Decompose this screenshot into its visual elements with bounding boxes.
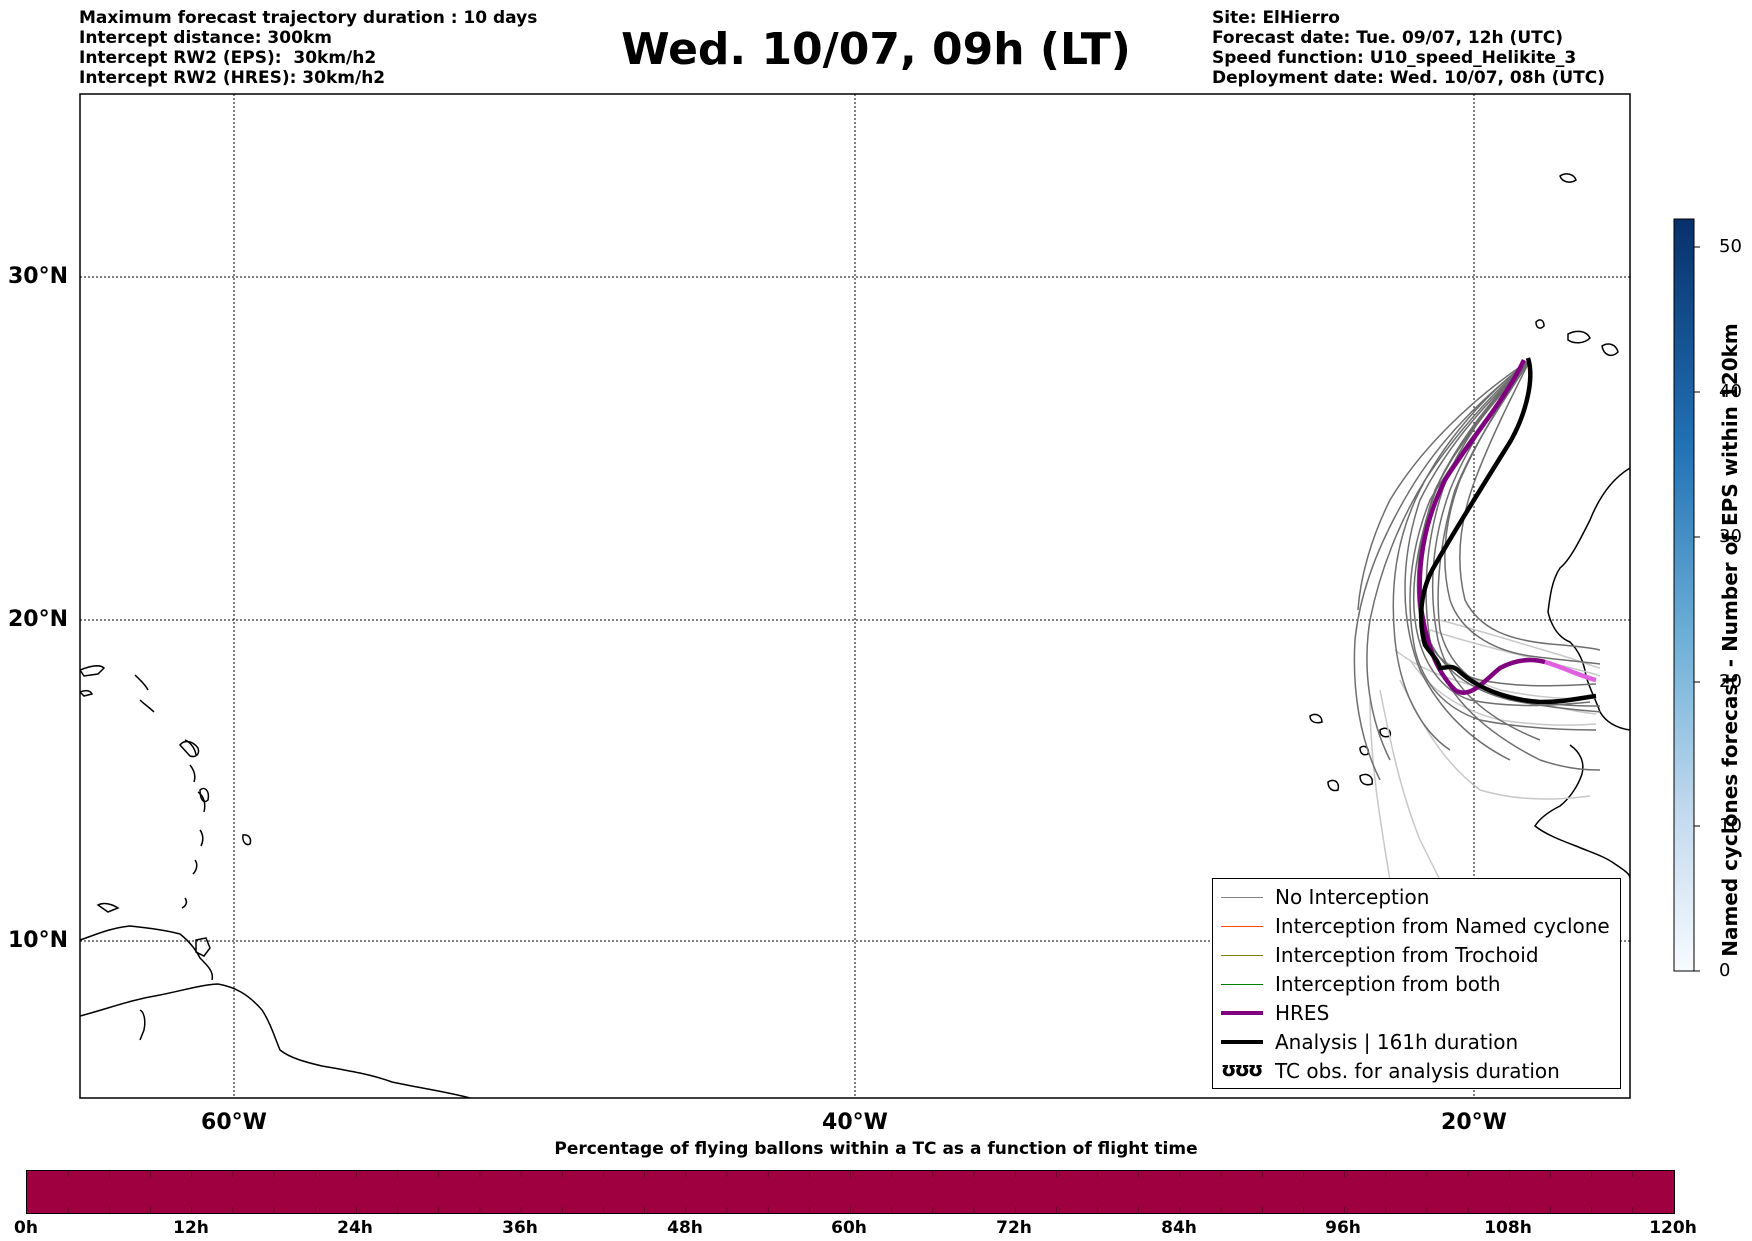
header-line: Intercept RW2 (HRES): 30km/h2 (79, 68, 386, 88)
colorbar-tick: 20 (1719, 671, 1742, 692)
legend-swatch (1221, 984, 1263, 985)
legend-item-trochoid: Interception from Trochoid (1213, 941, 1620, 970)
time-bar-tick: 60h (831, 1218, 867, 1238)
island (179, 740, 200, 758)
header-line: Site: ElHierro (1212, 8, 1340, 28)
lat-label: 20°N (8, 607, 69, 632)
trinidad-island (195, 937, 211, 957)
madeira-island (1559, 173, 1577, 183)
cyclone-icon: ʊʊʊ (1221, 1057, 1263, 1081)
coastlines (80, 173, 1630, 1098)
legend-label: No Interception (1275, 885, 1430, 909)
legend-item-no-interception: No Interception (1213, 883, 1620, 912)
canary-island (1567, 330, 1591, 344)
lon-label: 40°W (822, 1110, 888, 1135)
island (80, 665, 106, 677)
analysis-trajectory (1418, 357, 1597, 705)
time-bar-tick: 108h (1484, 1218, 1532, 1238)
header-line: Intercept distance: 300km (79, 28, 332, 48)
cape-verde-island (1309, 713, 1323, 724)
header-line: Forecast date: Tue. 09/07, 12h (UTC) (1212, 28, 1563, 48)
time-bar-tick: 72h (996, 1218, 1032, 1238)
lon-label: 60°W (201, 1110, 267, 1135)
header-line: Intercept RW2 (EPS): 30km/h2 (79, 48, 377, 68)
legend-label: Interception from Trochoid (1275, 943, 1539, 967)
colorbar-label: Named cyclones forecast - Number of EPS … (1718, 323, 1742, 957)
island (139, 1009, 146, 1041)
map-border (79, 93, 1631, 1099)
colorbar-tick: 30 (1719, 526, 1742, 547)
legend-label: Interception from Named cyclone (1275, 914, 1610, 938)
legend-item-tc-obs: ʊʊʊ TC obs. for analysis duration (1213, 1057, 1620, 1086)
island (134, 674, 155, 713)
time-bar-tick: 84h (1161, 1218, 1197, 1238)
colorbar-tick: 50 (1719, 236, 1742, 257)
africa-coast (1547, 467, 1630, 731)
header-line: Deployment date: Wed. 10/07, 08h (UTC) (1212, 68, 1606, 88)
lat-label: 10°N (8, 928, 69, 953)
canary-island (1535, 319, 1545, 329)
island (242, 834, 252, 846)
colorbar-tick: 10 (1719, 815, 1742, 836)
legend-item-named-cyclone: Interception from Named cyclone (1213, 912, 1620, 941)
cape-verde-island (1327, 779, 1340, 792)
colorbar-tick: 40 (1719, 381, 1742, 402)
canary-island (1601, 343, 1619, 357)
legend-label: Interception from both (1275, 972, 1501, 996)
legend-swatch (1221, 897, 1263, 898)
legend-swatch (1221, 1011, 1263, 1015)
legend-label: TC obs. for analysis duration (1275, 1059, 1560, 1083)
island (199, 787, 210, 803)
legend-item-both: Interception from both (1213, 970, 1620, 999)
legend-item-analysis: Analysis | 161h duration (1213, 1028, 1620, 1057)
header-right: Site: ElHierro Forecast date: Tue. 09/07… (1212, 8, 1605, 88)
cape-verde-island (1359, 745, 1370, 756)
legend-swatch (1221, 1040, 1263, 1044)
time-bar-tick: 0h (14, 1218, 38, 1238)
time-bar-tick: 96h (1325, 1218, 1361, 1238)
legend: No Interception Interception from Named … (1212, 878, 1621, 1089)
header-left: Maximum forecast trajectory duration : 1… (79, 8, 537, 88)
caribbean-coast (80, 925, 214, 981)
legend-label: Analysis | 161h duration (1275, 1030, 1519, 1054)
header-line: Maximum forecast trajectory duration : 1… (79, 8, 538, 28)
island (96, 902, 120, 913)
legend-item-hres: HRES (1213, 999, 1620, 1028)
time-bar (26, 1170, 1675, 1214)
time-bar-ticks (67, 1171, 1634, 1213)
island (80, 689, 94, 697)
time-bar-tick: 12h (173, 1218, 209, 1238)
time-bar-tick: 36h (502, 1218, 538, 1238)
colorbar-ticks (1694, 246, 1700, 972)
colorbar-tick: 0 (1719, 960, 1731, 981)
time-bar-tick: 48h (667, 1218, 703, 1238)
time-bar-tick: 120h (1649, 1218, 1697, 1238)
south-america-coast (80, 983, 471, 1098)
lon-label: 20°W (1441, 1110, 1507, 1135)
figure-title: Wed. 10/07, 09h (LT) (621, 24, 1131, 75)
header-line: Speed function: U10_speed_Helikite_3 (1212, 48, 1577, 68)
africa-coast (1534, 744, 1630, 879)
time-bar-tick: 24h (337, 1218, 373, 1238)
legend-label: HRES (1275, 1001, 1330, 1025)
legend-swatch (1221, 955, 1263, 956)
cape-verde-island (1359, 773, 1374, 786)
cyclone-colorbar (1673, 218, 1695, 972)
legend-swatch (1221, 926, 1263, 927)
time-bar-title: Percentage of flying ballons within a TC… (554, 1139, 1198, 1159)
lat-label: 30°N (8, 264, 69, 289)
antilles-chain (181, 739, 206, 909)
time-bar-fill (27, 1171, 1674, 1213)
hres-trajectory-late (1544, 659, 1597, 683)
